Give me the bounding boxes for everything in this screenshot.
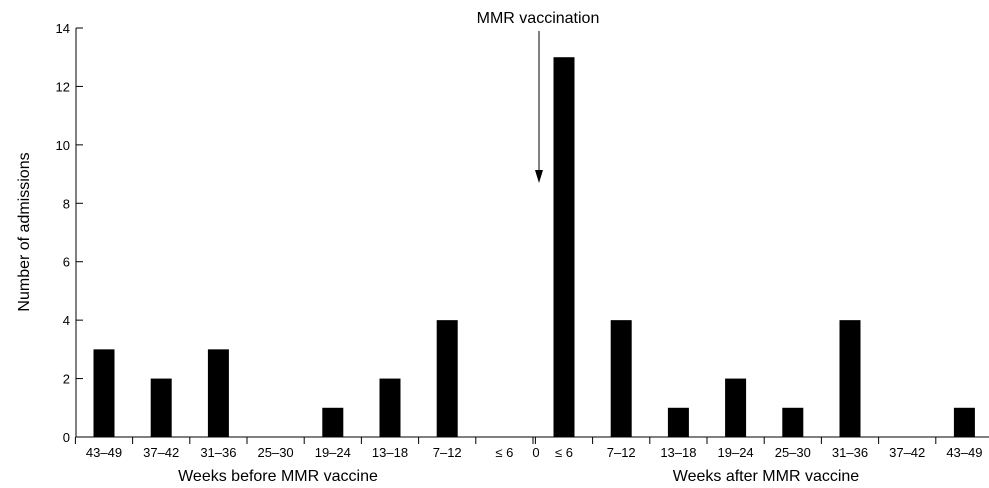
annotation-label: MMR vaccination [477,10,600,27]
x-group-label-before: Weeks before MMR vaccine [178,468,378,485]
x-tick-label: 7–12 [607,445,636,460]
x-tick-label: 13–18 [372,445,408,460]
y-tick-label: 12 [56,79,70,94]
x-tick-label: 7–12 [433,445,462,460]
bar-before-0 [93,349,115,437]
x-tick-label: ≤ 6 [555,445,573,460]
y-tick-label: 6 [63,255,70,270]
bar-after-0 [553,57,575,437]
x-tick-label: 19–24 [315,445,351,460]
x-tick-label: 37–42 [143,445,179,460]
y-tick-label: 8 [63,196,70,211]
x-group-label-after: Weeks after MMR vaccine [673,468,860,485]
y-tick-label: 2 [63,372,70,387]
bar-after-4 [782,407,804,437]
x-axis: 43–49 37–42 31–36 25–30 19–24 13–18 7–12 ≤ 6 ≤ 6… [74,436,989,460]
bar-before-6 [436,320,458,437]
bar-after-2 [667,407,689,437]
bar-after-7 [953,407,975,437]
x-tick-label: 37–42 [889,445,925,460]
x-tick-label: 25–30 [258,445,294,460]
bar-after-5 [839,320,861,437]
bar-before-5 [379,378,401,437]
bar-after-1 [610,320,632,437]
bar-after-3 [725,378,747,437]
y-tick-label: 10 [56,138,70,153]
bar-before-4 [322,407,344,437]
x-tick-label: 43–49 [86,445,122,460]
y-tick-label: 0 [63,430,70,445]
x-tick-label: 31–36 [832,445,868,460]
y-tick-label: 4 [63,313,70,328]
y-tick-label: 14 [56,21,70,36]
x-tick-label: ≤ 6 [495,445,513,460]
x-tick-label: 13–18 [660,445,696,460]
annotation: MMR vaccination [477,10,600,183]
x-tick-label: 31–36 [200,445,236,460]
x-tick-label: 25–30 [775,445,811,460]
y-axis: 0 2 4 6 8 10 12 14 [56,21,83,445]
x-tick-label: 19–24 [718,445,754,460]
y-axis-title: Number of admissions [16,152,33,311]
x-zero-label: 0 [532,445,539,460]
annotation-arrow-head [535,170,543,183]
bar-before-1 [150,378,172,437]
bars [93,57,975,437]
bar-before-2 [207,349,229,437]
x-tick-label: 43–49 [946,445,982,460]
